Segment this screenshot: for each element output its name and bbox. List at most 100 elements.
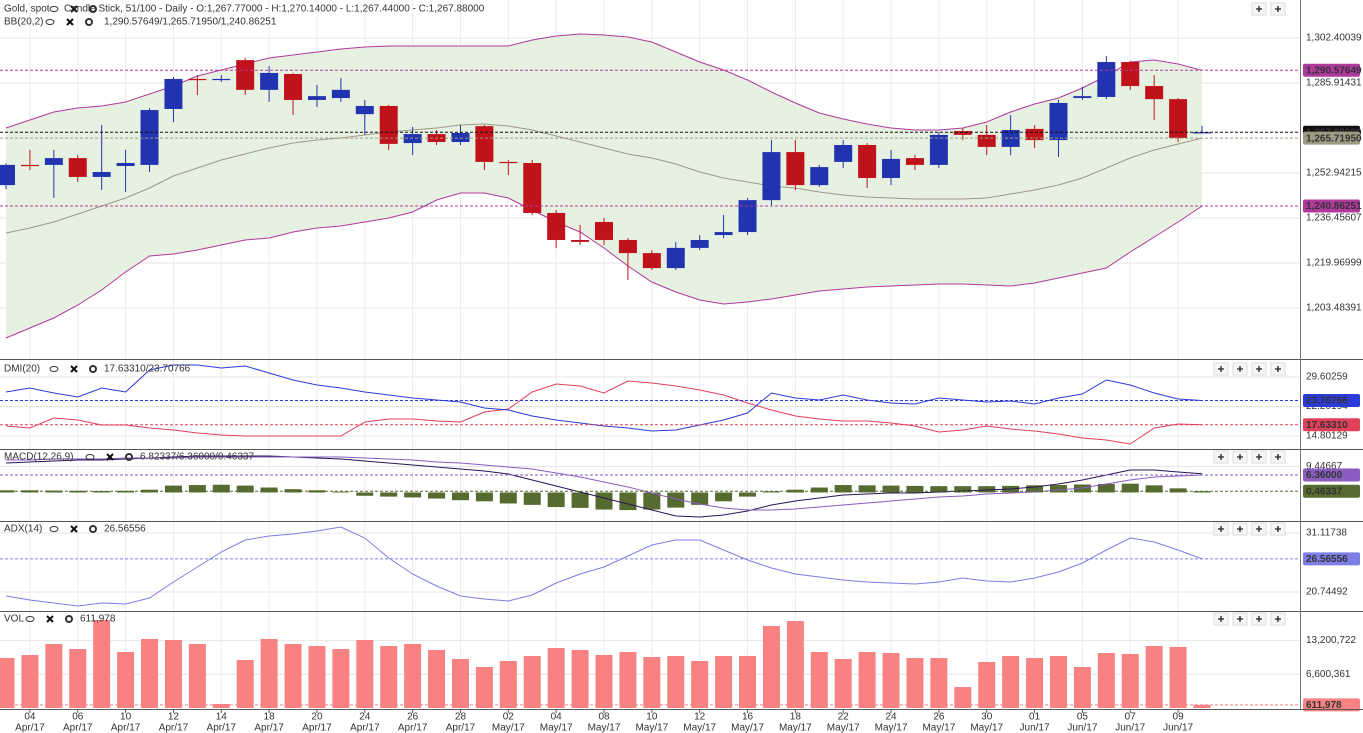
x-tick-label: 08 [598, 712, 610, 723]
close-icon[interactable] [106, 453, 114, 461]
button-glyph[interactable] [1256, 616, 1262, 622]
bar [1193, 704, 1211, 708]
bar [882, 485, 900, 493]
button-glyph[interactable] [1237, 616, 1243, 622]
eye-icon[interactable] [49, 366, 59, 372]
bar [260, 487, 278, 493]
eye-icon[interactable] [49, 526, 59, 532]
last-value-label: 6.36000 [1306, 470, 1343, 481]
bar [404, 492, 422, 498]
panel-legend: 6.82337/6.36000/0.46337 [140, 452, 254, 463]
close-icon[interactable] [46, 615, 54, 623]
bar [45, 490, 63, 493]
button-glyph[interactable] [1256, 454, 1262, 460]
candle-body [92, 172, 111, 177]
eye-icon[interactable] [45, 19, 55, 25]
candle-body [236, 60, 255, 90]
candle-body [738, 200, 757, 233]
y-tick-label: 13,200,722 [1306, 635, 1356, 646]
candle-body [1049, 102, 1068, 141]
x-tick-label: Apr/17 [15, 723, 45, 733]
button-glyph[interactable] [1275, 454, 1281, 460]
candle-body [642, 253, 661, 269]
button-glyph[interactable] [1218, 454, 1224, 460]
close-icon[interactable] [66, 18, 74, 26]
last-value-box [1303, 199, 1360, 213]
button-glyph[interactable] [1275, 6, 1281, 12]
x-tick-label: Apr/17 [111, 723, 141, 733]
bar [380, 646, 398, 708]
candle-body [858, 144, 877, 179]
button-glyph[interactable] [1256, 526, 1262, 532]
panel-legend: 611,978 [80, 614, 116, 625]
button-glyph[interactable] [1237, 366, 1243, 372]
bar [643, 492, 661, 510]
indicator-line [5, 364, 1203, 432]
button-glyph[interactable] [1237, 454, 1243, 460]
x-tick-label: 26 [407, 712, 419, 723]
button-glyph[interactable] [1275, 616, 1281, 622]
close-icon[interactable] [70, 5, 78, 13]
bar [428, 492, 446, 499]
candle-body [786, 152, 805, 186]
close-icon[interactable] [70, 365, 78, 373]
x-tick-label: Apr/17 [159, 723, 189, 733]
x-tick-label: 10 [646, 712, 658, 723]
bar [739, 492, 757, 497]
button-glyph[interactable] [1218, 616, 1224, 622]
close-icon[interactable] [70, 525, 78, 533]
eye-icon[interactable] [85, 454, 95, 460]
last-value-box [1303, 552, 1360, 566]
bar [356, 639, 374, 708]
x-tick-label: 16 [742, 712, 754, 723]
y-tick-label: 14.80129 [1306, 431, 1348, 442]
candle-body [499, 161, 518, 164]
y-tick-label: 9.44667 [1306, 461, 1343, 472]
bar [284, 489, 302, 493]
x-tick-label: 18 [790, 712, 802, 723]
button-glyph[interactable] [1256, 366, 1262, 372]
bar [1097, 483, 1115, 493]
last-value-label: 26.56556 [1306, 554, 1348, 565]
candle-body [1097, 62, 1116, 97]
bar [834, 658, 852, 708]
bar [595, 492, 613, 510]
bar [141, 489, 159, 493]
settings-icon[interactable] [89, 525, 97, 533]
button-glyph[interactable] [1218, 526, 1224, 532]
settings-icon[interactable] [85, 18, 93, 26]
x-tick-label: Jun/17 [1115, 723, 1145, 733]
settings-icon[interactable] [89, 5, 97, 13]
button-glyph[interactable] [1275, 366, 1281, 372]
button-glyph[interactable] [1256, 6, 1262, 12]
last-value-box [1303, 394, 1360, 408]
bar [1026, 658, 1044, 708]
button-glyph[interactable] [1218, 366, 1224, 372]
candle-body [595, 221, 613, 240]
bar [715, 655, 733, 708]
bar [1121, 483, 1139, 493]
settings-icon[interactable] [89, 365, 97, 373]
candle-body [379, 105, 398, 144]
bar [69, 648, 87, 708]
x-tick-label: 22 [838, 712, 850, 723]
x-tick-label: May/17 [635, 723, 668, 733]
plot-area [0, 33, 1211, 339]
candle-body [690, 239, 709, 248]
settings-icon[interactable] [65, 615, 73, 623]
last-value-box [1303, 131, 1360, 145]
bar [451, 658, 469, 708]
candle-body [929, 134, 948, 165]
bar [164, 639, 182, 708]
x-tick-label: 05 [1077, 712, 1089, 723]
eye-icon[interactable] [49, 6, 59, 12]
button-glyph[interactable] [1237, 526, 1243, 532]
last-value-box [1303, 63, 1360, 77]
eye-icon[interactable] [25, 616, 35, 622]
settings-icon[interactable] [125, 453, 133, 461]
button-glyph[interactable] [1275, 526, 1281, 532]
y-tick-label: 1,203.48391 [1306, 303, 1362, 314]
x-tick-label: Apr/17 [398, 723, 428, 733]
y-tick-label: 6,600,361 [1306, 669, 1351, 680]
bar [858, 485, 876, 493]
